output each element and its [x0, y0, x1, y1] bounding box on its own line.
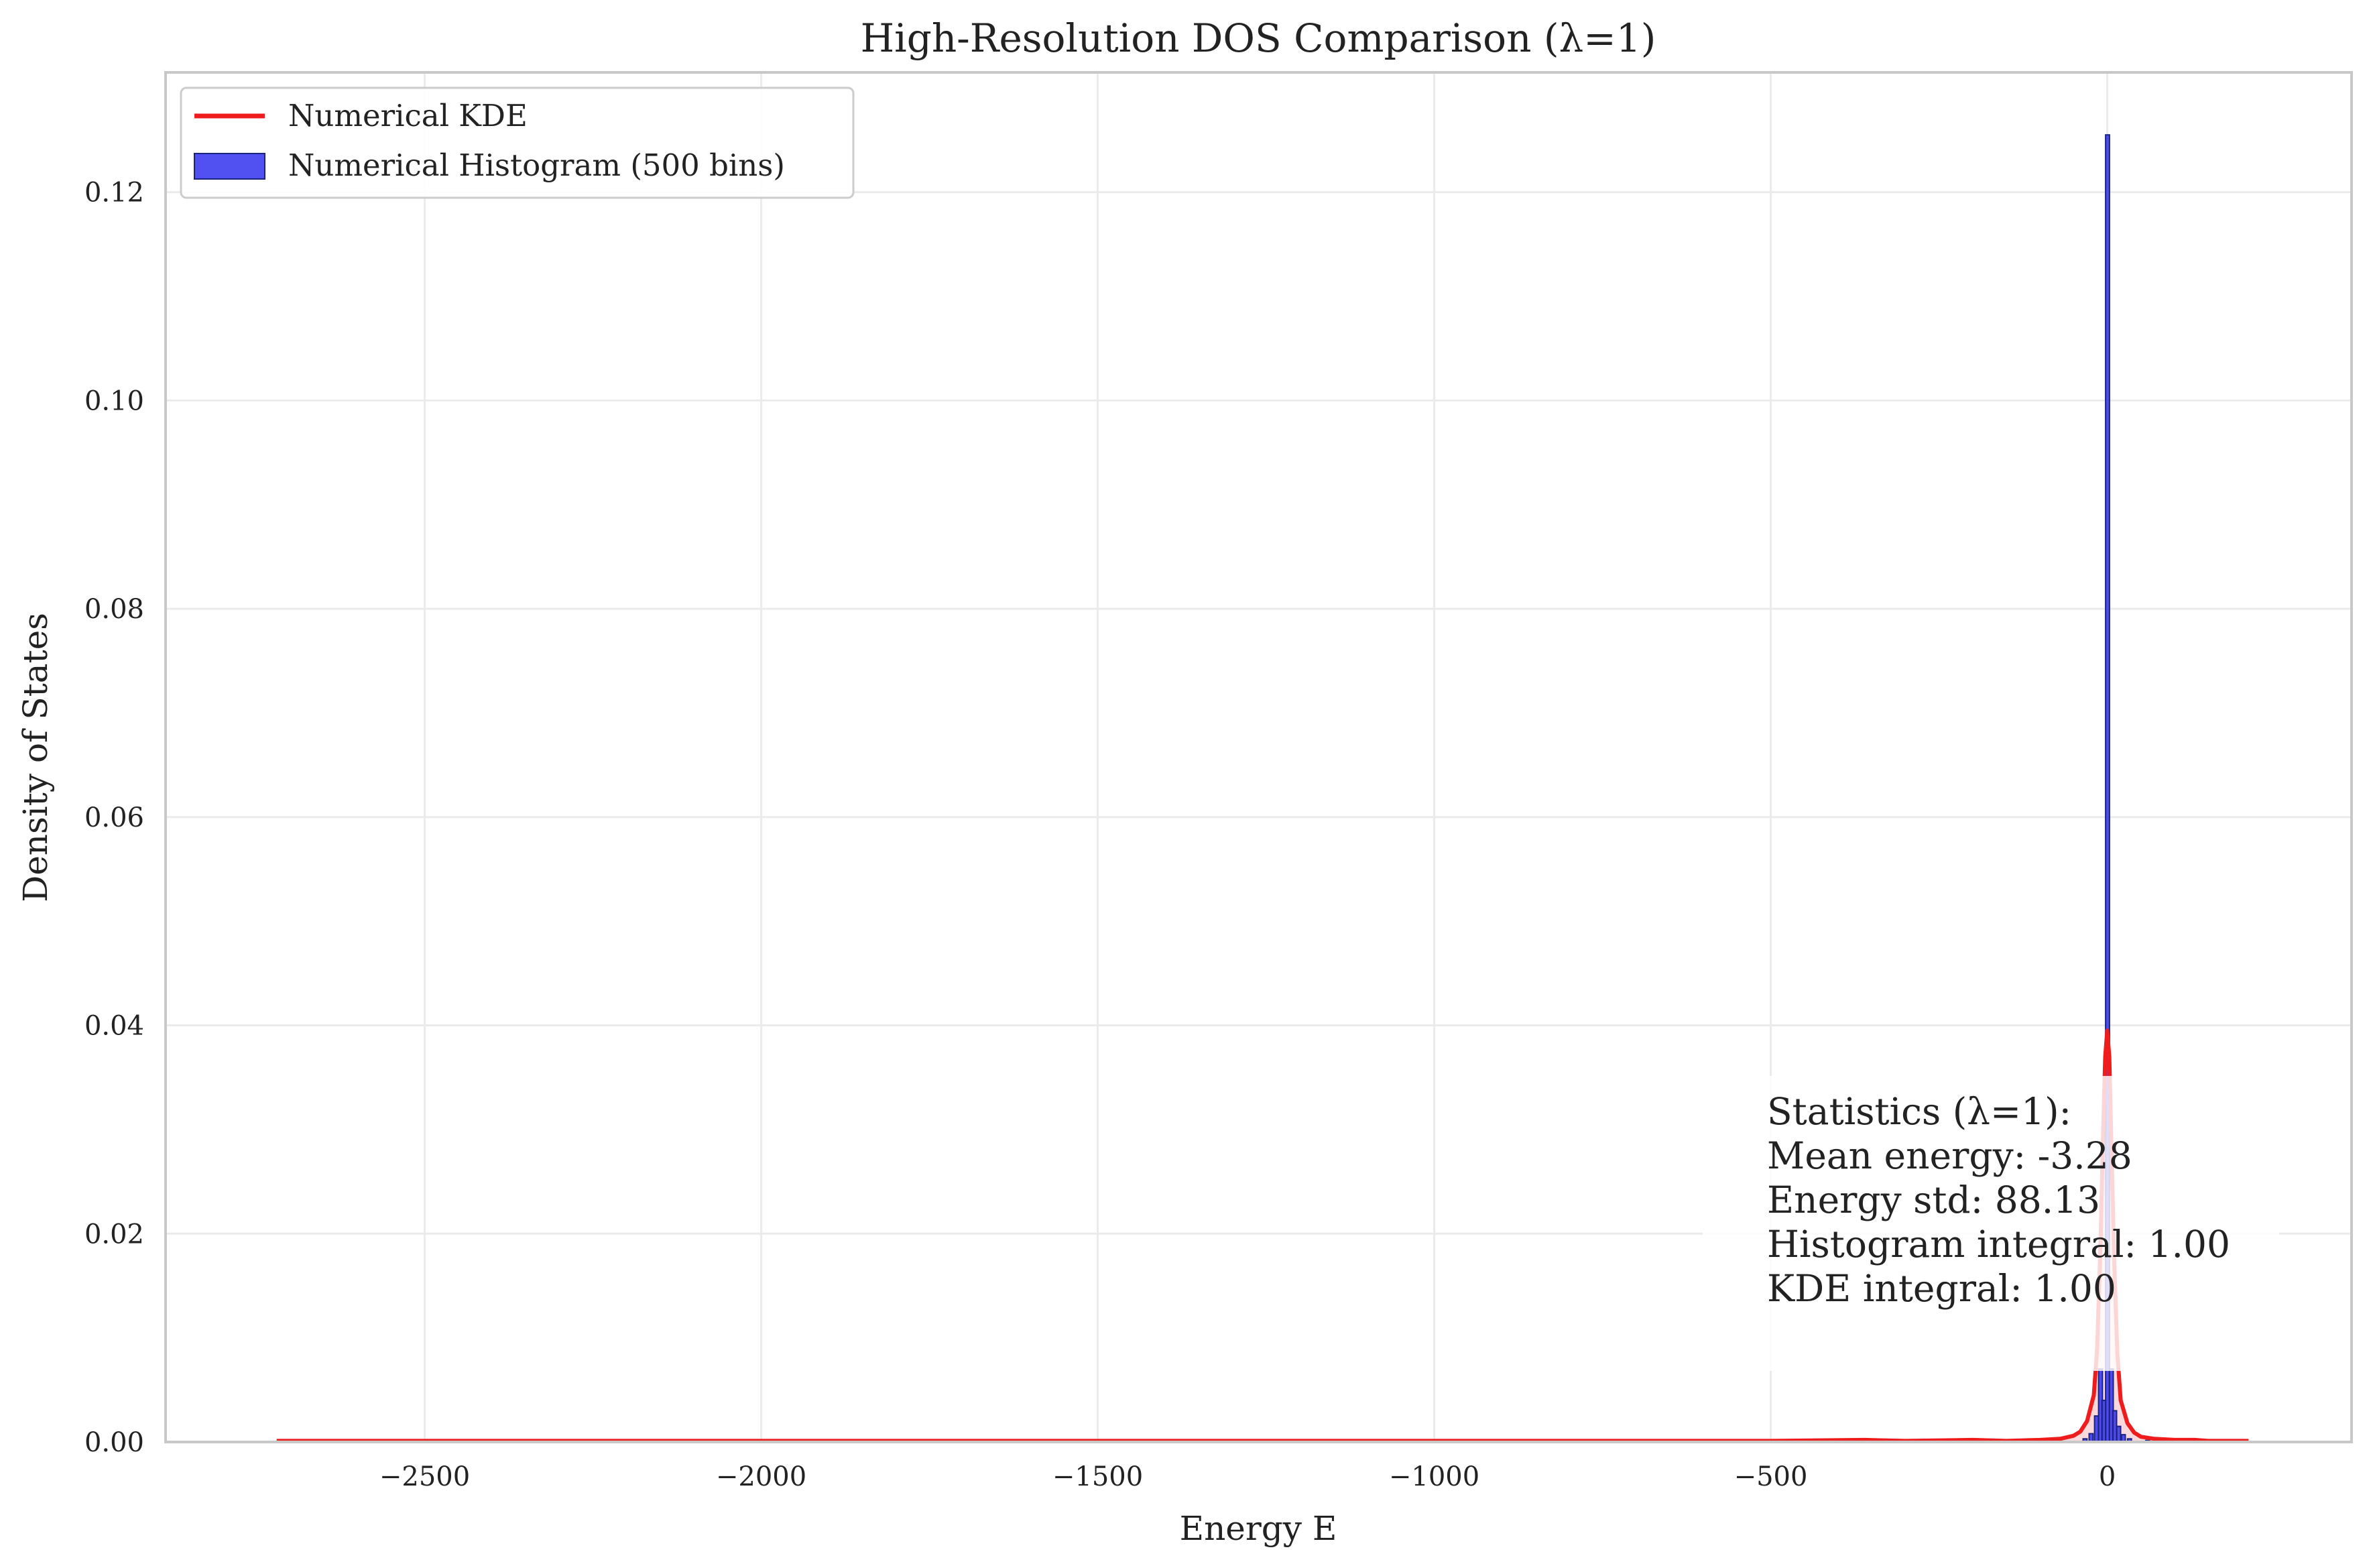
- x-tick-label: −1000: [1389, 1461, 1479, 1492]
- y-tick-label: 0.00: [84, 1427, 144, 1458]
- y-tick-label: 0.06: [84, 802, 144, 833]
- x-tick-label: −500: [1734, 1461, 1808, 1492]
- legend-kde-label: Numerical KDE: [288, 98, 528, 133]
- statistics-annotation: Statistics (λ=1): Mean energy: -3.28 Ene…: [1703, 1076, 2279, 1371]
- histogram-bar: [2116, 1425, 2122, 1443]
- statistics-line-3: Energy std: 88.13: [1767, 1179, 2100, 1221]
- x-axis-label: Energy E: [1180, 1509, 1337, 1548]
- legend-box: [180, 86, 855, 199]
- statistics-box: [1703, 1076, 2279, 1371]
- legend: Numerical KDE Numerical Histogram (500 b…: [180, 86, 855, 199]
- statistics-line-1: Statistics (λ=1):: [1767, 1090, 2071, 1133]
- x-tick-label: 0: [2099, 1461, 2116, 1492]
- tick-labels: −2500 −2000 −1500 −1000 −500 0 0.00 0.02 0.04 0.0…: [84, 178, 2116, 1492]
- y-tick-label: 0.08: [84, 594, 144, 625]
- x-tick-label: −2000: [716, 1461, 806, 1492]
- y-tick-label: 0.02: [84, 1219, 144, 1250]
- statistics-line-4: Histogram integral: 1.00: [1767, 1223, 2230, 1266]
- x-tick-label: −1500: [1052, 1461, 1143, 1492]
- legend-histogram-swatch: [194, 153, 265, 180]
- y-tick-label: 0.10: [84, 385, 144, 416]
- y-tick-label: 0.04: [84, 1011, 144, 1042]
- y-tick-label: 0.12: [84, 178, 144, 208]
- histogram-bar: [2093, 1415, 2100, 1443]
- histogram-bar: [2112, 1410, 2118, 1443]
- statistics-line-5: KDE integral: 1.00: [1767, 1267, 2116, 1310]
- plot-frame: [164, 71, 2353, 1443]
- y-axis-label: Density of States: [16, 613, 55, 902]
- legend-histogram-label: Numerical Histogram (500 bins): [288, 147, 785, 183]
- statistics-line-2: Mean energy: -3.28: [1767, 1134, 2132, 1177]
- chart-title: High-Resolution DOS Comparison (λ=1): [861, 15, 1656, 61]
- x-tick-label: −2500: [379, 1461, 470, 1492]
